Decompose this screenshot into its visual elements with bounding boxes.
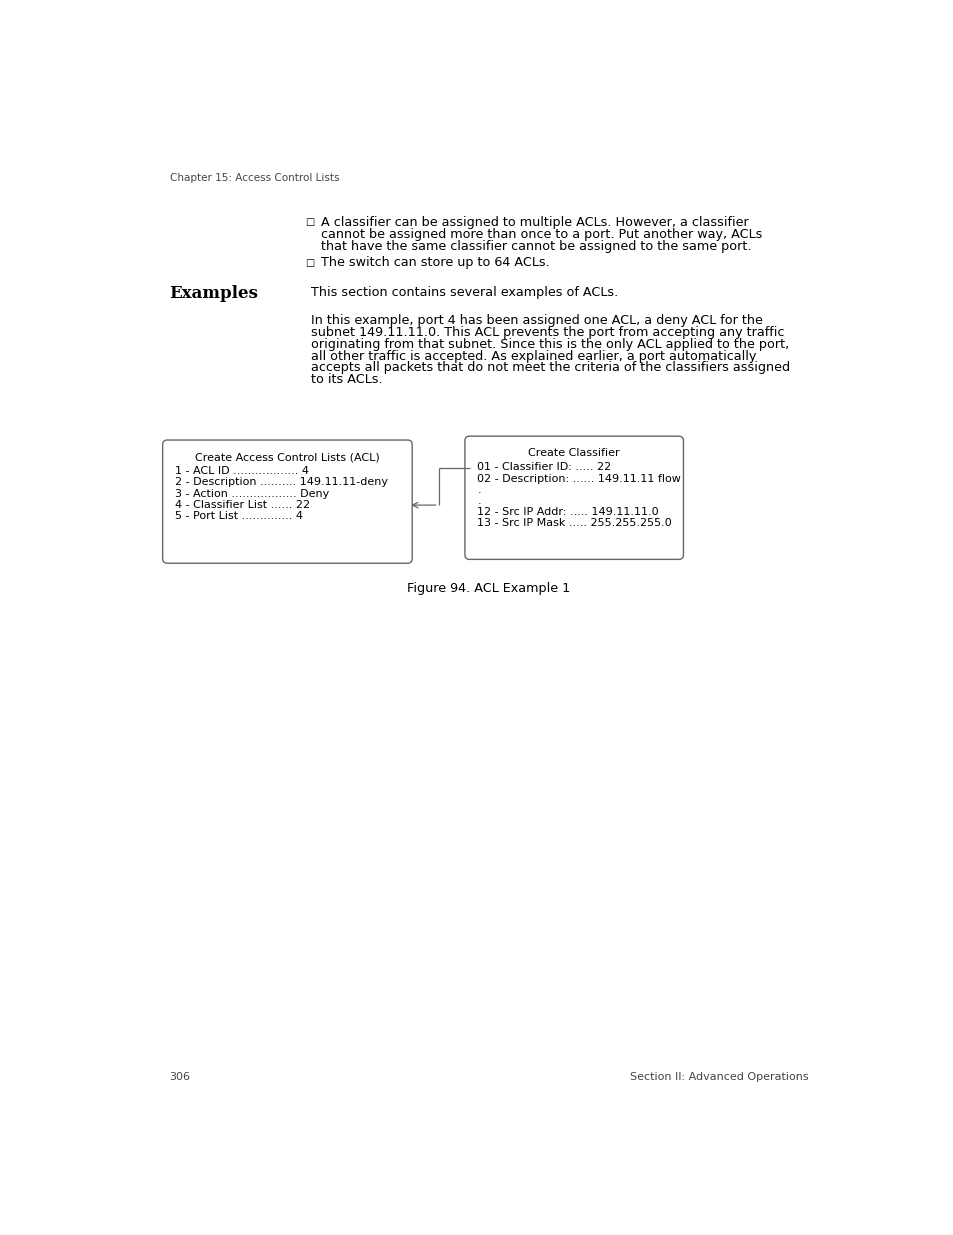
Text: 5 - Port List .............. 4: 5 - Port List .............. 4: [174, 511, 303, 521]
Text: Create Classifier: Create Classifier: [528, 448, 619, 458]
Text: 2 - Description .......... 149.11.11-deny: 2 - Description .......... 149.11.11-den…: [174, 478, 388, 488]
Text: 3 - Action .................. Deny: 3 - Action .................. Deny: [174, 489, 329, 499]
FancyBboxPatch shape: [162, 440, 412, 563]
Text: This section contains several examples of ACLs.: This section contains several examples o…: [311, 287, 618, 299]
Text: 02 - Description: ...... 149.11.11 flow: 02 - Description: ...... 149.11.11 flow: [476, 473, 680, 484]
Text: 01 - Classifier ID: ..... 22: 01 - Classifier ID: ..... 22: [476, 462, 611, 472]
Text: Section II: Advanced Operations: Section II: Advanced Operations: [629, 1072, 807, 1082]
Text: .: .: [476, 496, 480, 506]
Text: Examples: Examples: [170, 285, 258, 303]
Text: A classifier can be assigned to multiple ACLs. However, a classifier: A classifier can be assigned to multiple…: [320, 216, 748, 228]
Text: to its ACLs.: to its ACLs.: [311, 373, 383, 387]
Text: subnet 149.11.11.0. This ACL prevents the port from accepting any traffic: subnet 149.11.11.0. This ACL prevents th…: [311, 326, 784, 338]
Text: 1 - ACL ID .................. 4: 1 - ACL ID .................. 4: [174, 466, 309, 477]
Text: In this example, port 4 has been assigned one ACL, a deny ACL for the: In this example, port 4 has been assigne…: [311, 314, 762, 327]
Text: Chapter 15: Access Control Lists: Chapter 15: Access Control Lists: [170, 173, 338, 183]
Text: Figure 94. ACL Example 1: Figure 94. ACL Example 1: [407, 582, 570, 595]
Text: □: □: [305, 217, 314, 227]
Text: .: .: [476, 484, 480, 495]
Text: 4 - Classifier List ...... 22: 4 - Classifier List ...... 22: [174, 500, 310, 510]
Text: originating from that subnet. Since this is the only ACL applied to the port,: originating from that subnet. Since this…: [311, 337, 789, 351]
FancyBboxPatch shape: [464, 436, 682, 559]
Text: accepts all packets that do not meet the criteria of the classifiers assigned: accepts all packets that do not meet the…: [311, 362, 790, 374]
Text: that have the same classifier cannot be assigned to the same port.: that have the same classifier cannot be …: [320, 240, 750, 253]
Text: □: □: [305, 258, 314, 268]
Text: 12 - Src IP Addr: ..... 149.11.11.0: 12 - Src IP Addr: ..... 149.11.11.0: [476, 508, 659, 517]
Text: cannot be assigned more than once to a port. Put another way, ACLs: cannot be assigned more than once to a p…: [320, 228, 761, 241]
Text: The switch can store up to 64 ACLs.: The switch can store up to 64 ACLs.: [320, 256, 549, 269]
Text: 306: 306: [170, 1072, 191, 1082]
Text: 13 - Src IP Mask ..... 255.255.255.0: 13 - Src IP Mask ..... 255.255.255.0: [476, 519, 671, 529]
Text: all other traffic is accepted. As explained earlier, a port automatically: all other traffic is accepted. As explai…: [311, 350, 756, 363]
Text: Create Access Control Lists (ACL): Create Access Control Lists (ACL): [194, 452, 379, 462]
